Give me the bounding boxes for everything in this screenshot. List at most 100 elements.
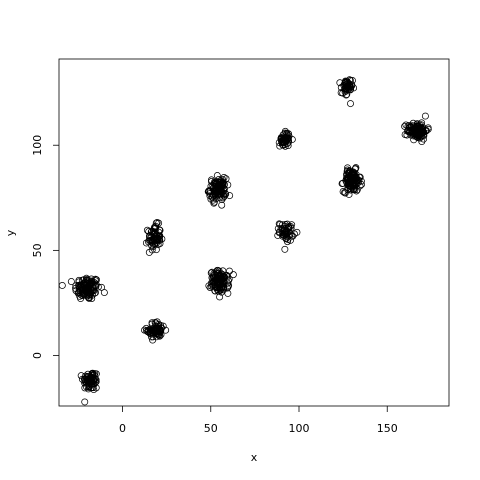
data-point: [346, 173, 354, 181]
data-point: [158, 235, 166, 243]
data-point: [83, 289, 91, 297]
data-point: [81, 384, 89, 392]
data-point: [92, 384, 100, 392]
x-axis-label: x: [251, 451, 258, 464]
data-point: [58, 281, 66, 289]
data-point: [150, 228, 157, 236]
data-point: [209, 185, 217, 193]
data-point: [280, 137, 288, 145]
data-point: [76, 287, 84, 295]
data-point: [213, 172, 221, 180]
data-point: [151, 328, 159, 336]
data-point: [216, 293, 224, 301]
data-point: [339, 188, 347, 196]
data-point: [77, 372, 85, 380]
y-tick-label: 50: [31, 243, 44, 257]
data-point: [148, 319, 156, 327]
data-point: [348, 175, 356, 183]
data-point: [357, 177, 365, 185]
x-tick-label: 50: [204, 422, 218, 435]
data-point: [147, 228, 155, 236]
data-point: [216, 185, 224, 193]
data-point: [352, 170, 360, 178]
data-point: [142, 324, 150, 332]
data-point: [407, 123, 415, 131]
data-point: [157, 327, 165, 335]
data-point: [281, 129, 289, 137]
data-point: [283, 227, 291, 235]
data-point: [284, 223, 292, 231]
x-axis: 0 50 100 150: [119, 406, 398, 435]
data-point: [421, 112, 429, 120]
data-point: [220, 173, 228, 181]
data-point: [67, 278, 75, 286]
data-point: [345, 85, 353, 93]
data-point: [149, 326, 157, 334]
data-point: [342, 87, 350, 95]
data-point: [156, 240, 164, 247]
data-point: [351, 182, 359, 190]
y-axis-label: y: [4, 229, 17, 236]
data-point: [87, 280, 95, 288]
data-point: [148, 246, 156, 254]
data-point: [343, 167, 351, 175]
data-point: [224, 289, 232, 297]
data-point: [353, 186, 361, 194]
data-point: [154, 241, 162, 249]
data-point: [220, 187, 228, 195]
data-point: [283, 220, 291, 228]
data-point: [156, 232, 164, 240]
data-point: [83, 276, 91, 283]
y-tick-label: 100: [31, 135, 44, 156]
x-tick-label: 0: [119, 422, 126, 435]
data-point: [413, 120, 421, 128]
data-point: [219, 267, 227, 275]
data-point: [345, 80, 353, 88]
data-point: [275, 220, 283, 228]
data-point: [152, 325, 160, 333]
plot-frame: [58, 58, 450, 407]
data-point: [357, 181, 365, 188]
data-point: [81, 398, 89, 406]
data-point: [77, 295, 85, 303]
data-point: [279, 139, 287, 147]
data-point: [90, 376, 98, 384]
data-point: [339, 179, 347, 187]
data-point: [153, 333, 161, 341]
data-point: [225, 281, 233, 289]
data-point: [94, 283, 102, 291]
data-point: [149, 243, 157, 250]
x-tick-label: 150: [377, 422, 398, 435]
y-axis: 0 50 100: [31, 135, 59, 359]
data-point: [152, 232, 159, 240]
data-point: [277, 137, 285, 145]
data-point: [98, 283, 105, 291]
data-point: [274, 225, 282, 233]
data-point: [90, 287, 98, 295]
x-tick-label: 100: [289, 422, 310, 435]
data-point: [345, 168, 353, 176]
data-point: [142, 239, 150, 247]
data-point: [217, 183, 225, 191]
data-point: [210, 199, 218, 207]
data-point: [348, 183, 356, 191]
data-point: [100, 289, 108, 297]
data-point: [155, 320, 163, 328]
data-point: [84, 377, 92, 385]
data-point: [210, 274, 218, 282]
data-point: [276, 220, 284, 228]
data-point: [212, 195, 220, 203]
data-point: [285, 130, 292, 138]
data-point: [288, 135, 296, 143]
data-point: [410, 136, 418, 144]
data-point: [344, 164, 352, 172]
data-point: [341, 189, 349, 197]
data-point: [212, 178, 220, 186]
data-point: [205, 187, 213, 195]
data-point: [141, 326, 148, 334]
data-point: [151, 228, 159, 236]
data-point: [213, 267, 221, 274]
data-point: [347, 85, 355, 93]
